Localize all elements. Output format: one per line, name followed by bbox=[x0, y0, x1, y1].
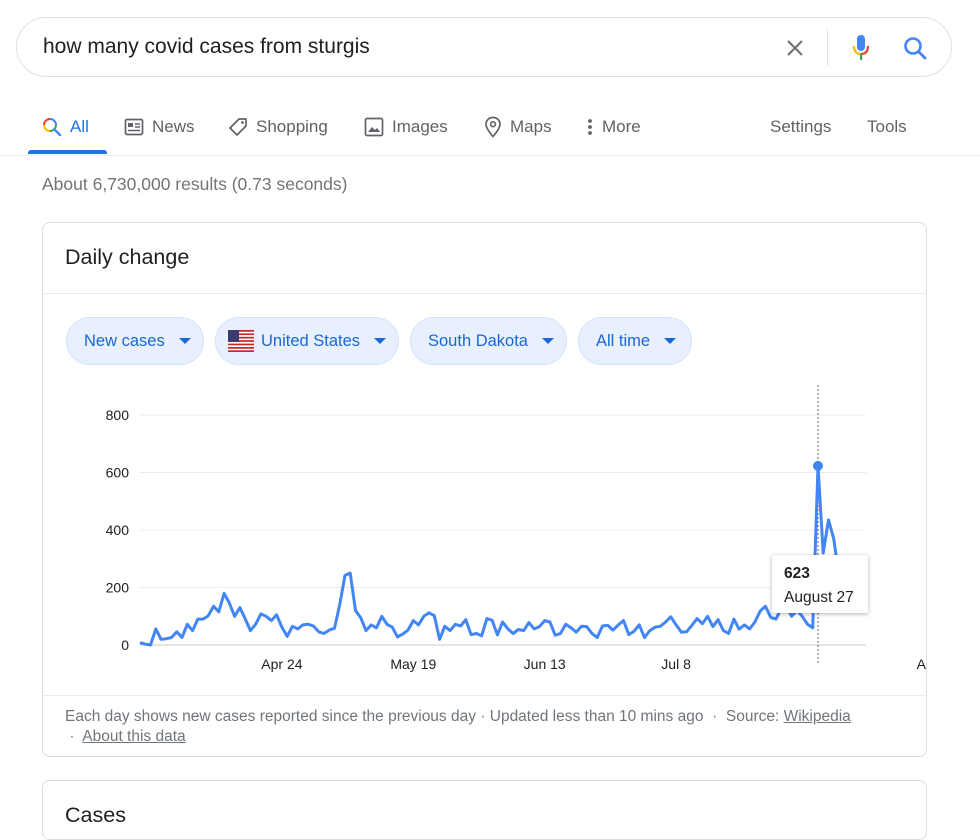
tab-shopping[interactable]: Shopping bbox=[228, 100, 328, 154]
settings-button[interactable]: Settings bbox=[770, 100, 831, 154]
y-tick-label: 0 bbox=[121, 637, 129, 653]
tools-button[interactable]: Tools bbox=[867, 100, 907, 154]
x-tick-label: Jun 13 bbox=[524, 656, 566, 672]
daily-change-card: Daily change New cases United States Sou… bbox=[42, 222, 927, 757]
search-icon[interactable] bbox=[897, 30, 933, 66]
about-data-link[interactable]: About this data bbox=[82, 728, 186, 745]
x-tick-label: Jul 8 bbox=[661, 656, 691, 672]
search-bar-divider bbox=[827, 29, 828, 66]
caret-down-icon bbox=[178, 338, 191, 344]
tooltip-value: 623 bbox=[784, 565, 810, 582]
tab-label: Images bbox=[392, 117, 448, 136]
search-bar bbox=[16, 17, 952, 77]
microphone-icon[interactable] bbox=[843, 30, 879, 66]
card-title: Daily change bbox=[65, 245, 190, 269]
news-icon bbox=[124, 118, 144, 136]
tab-label: More bbox=[602, 117, 641, 136]
tab-label: All bbox=[70, 117, 89, 136]
source-label: Source: bbox=[725, 708, 780, 725]
footer-separator: · bbox=[69, 728, 75, 745]
card-divider bbox=[43, 293, 926, 294]
x-tick-label: Aug 27 bbox=[917, 656, 926, 672]
more-vert-icon bbox=[588, 119, 592, 135]
map-pin-icon bbox=[485, 116, 501, 138]
clear-icon[interactable] bbox=[777, 30, 813, 66]
footer-separator: · bbox=[712, 708, 718, 725]
wikipedia-link[interactable]: Wikipedia bbox=[783, 708, 851, 725]
chart-tooltip: 623 August 27 bbox=[772, 555, 868, 613]
tag-icon bbox=[229, 118, 247, 136]
tab-label: Maps bbox=[510, 117, 552, 136]
search-input[interactable] bbox=[43, 32, 763, 62]
tooltip-date: August 27 bbox=[784, 589, 854, 606]
search-tabs: All News Shopping Images Maps bbox=[0, 100, 980, 156]
us-flag-icon bbox=[228, 330, 254, 352]
active-tab-indicator bbox=[28, 150, 107, 154]
image-icon bbox=[364, 117, 384, 137]
chip-timerange[interactable]: All time bbox=[578, 317, 692, 365]
card-title: Cases bbox=[65, 803, 126, 827]
settings-label: Settings bbox=[770, 117, 832, 136]
y-tick-label: 400 bbox=[106, 522, 130, 538]
y-tick-label: 600 bbox=[106, 465, 130, 481]
x-tick-label: Apr 24 bbox=[261, 656, 302, 672]
results-count: About 6,730,000 results (0.73 seconds) bbox=[42, 174, 348, 194]
caret-down-icon bbox=[374, 338, 387, 344]
chip-region[interactable]: South Dakota bbox=[410, 317, 567, 365]
x-tick-label: May 19 bbox=[390, 656, 436, 672]
chip-country[interactable]: United States bbox=[215, 317, 399, 365]
tab-maps[interactable]: Maps bbox=[484, 100, 552, 154]
chip-label: South Dakota bbox=[428, 331, 528, 350]
card-footer: Each day shows new cases reported since … bbox=[65, 707, 905, 747]
tab-label: Shopping bbox=[256, 117, 328, 136]
search-icon bbox=[43, 118, 62, 137]
tools-label: Tools bbox=[867, 117, 907, 136]
y-tick-label: 800 bbox=[106, 407, 130, 423]
tab-news[interactable]: News bbox=[124, 100, 195, 154]
caret-down-icon bbox=[541, 338, 554, 344]
chip-label: United States bbox=[261, 331, 361, 350]
highlighted-point[interactable] bbox=[812, 460, 823, 471]
chip-metric[interactable]: New cases bbox=[66, 317, 204, 365]
daily-cases-chart[interactable]: 0 200 400 600 800 Apr 24 May 19 Jun 13 Jul 8 Aug … bbox=[43, 373, 926, 693]
chip-label: All time bbox=[596, 331, 651, 350]
footer-divider bbox=[43, 695, 926, 696]
chip-label: New cases bbox=[84, 331, 165, 350]
tab-all[interactable]: All bbox=[42, 100, 89, 154]
y-tick-label: 200 bbox=[106, 580, 130, 596]
caret-down-icon bbox=[664, 338, 677, 344]
tab-more[interactable]: More bbox=[586, 100, 641, 154]
series-line bbox=[139, 464, 841, 647]
tab-label: News bbox=[152, 117, 195, 136]
cases-card: Cases bbox=[42, 780, 927, 840]
tab-images[interactable]: Images bbox=[364, 100, 448, 154]
footer-text: Each day shows new cases reported since … bbox=[65, 708, 704, 725]
